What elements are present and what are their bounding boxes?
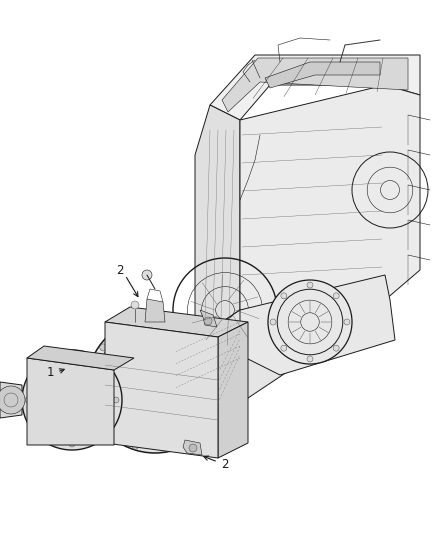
Circle shape <box>333 293 339 299</box>
Polygon shape <box>145 299 165 322</box>
Text: 2: 2 <box>221 458 229 472</box>
Polygon shape <box>105 322 218 458</box>
Circle shape <box>132 321 139 328</box>
Polygon shape <box>265 62 380 88</box>
Circle shape <box>268 280 352 364</box>
Circle shape <box>87 317 223 453</box>
Polygon shape <box>27 346 134 370</box>
Circle shape <box>270 319 276 325</box>
Circle shape <box>131 301 139 309</box>
Polygon shape <box>195 105 240 340</box>
Polygon shape <box>27 358 114 445</box>
Circle shape <box>203 344 210 351</box>
Circle shape <box>69 353 75 359</box>
Circle shape <box>171 442 178 449</box>
Circle shape <box>307 282 313 288</box>
Circle shape <box>344 319 350 325</box>
Circle shape <box>333 345 339 351</box>
Circle shape <box>100 428 106 434</box>
Circle shape <box>100 366 106 372</box>
Circle shape <box>0 386 25 414</box>
Polygon shape <box>222 58 408 112</box>
Circle shape <box>281 345 287 351</box>
Circle shape <box>132 442 139 449</box>
Polygon shape <box>195 310 290 400</box>
Circle shape <box>69 441 75 447</box>
Circle shape <box>307 356 313 362</box>
Circle shape <box>203 419 210 426</box>
Circle shape <box>100 344 107 351</box>
Polygon shape <box>240 275 395 375</box>
Circle shape <box>189 444 197 452</box>
Polygon shape <box>200 310 217 327</box>
Circle shape <box>38 366 44 372</box>
Text: 2: 2 <box>116 263 124 277</box>
Text: 1: 1 <box>46 366 54 378</box>
Polygon shape <box>105 307 248 337</box>
Circle shape <box>25 397 31 403</box>
Circle shape <box>171 321 178 328</box>
Polygon shape <box>0 382 22 418</box>
Circle shape <box>281 293 287 299</box>
Circle shape <box>204 317 212 325</box>
Polygon shape <box>183 440 202 455</box>
Polygon shape <box>218 322 248 458</box>
Circle shape <box>142 270 152 280</box>
Circle shape <box>22 350 122 450</box>
Polygon shape <box>210 55 420 120</box>
Polygon shape <box>240 85 420 310</box>
Circle shape <box>113 397 119 403</box>
Circle shape <box>88 382 95 389</box>
Circle shape <box>100 419 107 426</box>
Circle shape <box>215 382 223 389</box>
Circle shape <box>38 428 44 434</box>
